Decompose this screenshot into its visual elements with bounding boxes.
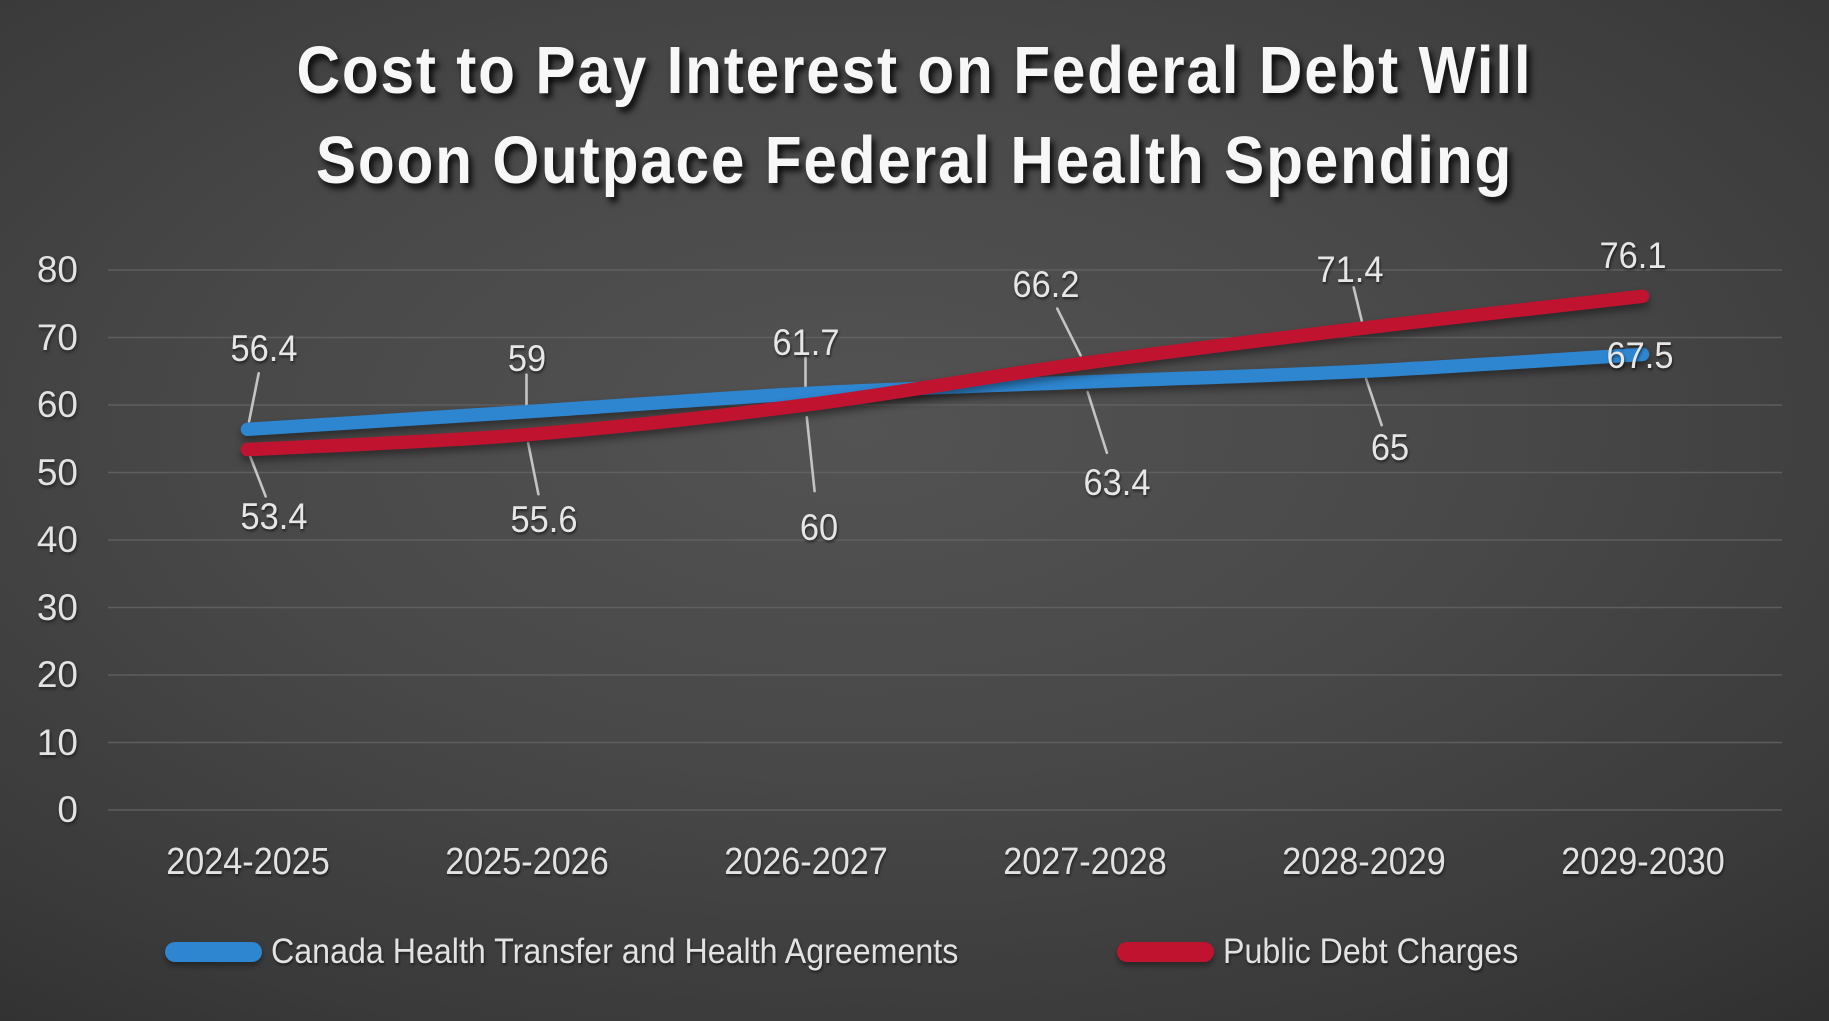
y-axis-tick-20: 20 [36, 654, 78, 695]
data-label-series0-point3: 63.4 [1083, 462, 1150, 504]
legend-item-0: Canada Health Transfer and Health Agreem… [165, 932, 1018, 972]
data-label-series0-point2: 61.7 [772, 321, 839, 363]
data-label-leader [247, 371, 261, 423]
data-label-series1-point3: 66.2 [1012, 264, 1079, 306]
chart-title-line-2: Soon Outpace Federal Health Spending [315, 123, 1514, 198]
y-axis-tick-40: 40 [36, 519, 78, 560]
legend-item-1: Public Debt Charges [1116, 932, 1544, 972]
legend: Canada Health Transfer and Health Agreem… [0, 932, 1829, 972]
data-label-series1-point2: 60 [799, 507, 838, 548]
data-label-series1-point4: 71.4 [1316, 249, 1383, 291]
y-axis-tick-70: 70 [36, 316, 78, 358]
leader-lines-group [247, 286, 1383, 498]
y-axis-tick-80: 80 [36, 249, 78, 290]
legend-swatch-icon [1116, 942, 1214, 962]
x-axis-label-1: 2025-2026 [444, 841, 609, 883]
data-label-leader [526, 441, 540, 496]
series-line-1 [240, 289, 1650, 457]
x-axis-label-3: 2027-2028 [1002, 841, 1167, 883]
x-axis-label-4: 2028-2029 [1281, 841, 1446, 883]
data-label-series0-point4: 65 [1370, 427, 1409, 469]
data-label-series1-point5: 76.1 [1599, 235, 1666, 277]
legend-swatch-icon [165, 942, 263, 962]
x-axis-label-5: 2029-2030 [1560, 841, 1725, 883]
x-axis-label-2: 2026-2027 [723, 841, 888, 883]
data-label-leader [248, 454, 268, 498]
data-label-leader [1086, 390, 1109, 455]
y-axis-tick-50: 50 [36, 451, 78, 493]
data-label-series1-point0: 53.4 [240, 495, 307, 537]
y-axis-tick-60: 60 [36, 384, 78, 425]
data-label-leader [1055, 307, 1082, 357]
data-label-series0-point5: 67.5 [1606, 335, 1673, 377]
data-label-leader [1364, 377, 1383, 427]
legend-label-1: Public Debt Charges [1222, 932, 1518, 971]
chart-title-line-1: Cost to Pay Interest on Federal Debt Wil… [296, 33, 1533, 108]
chart-title: Cost to Pay Interest on Federal Debt Wil… [0, 26, 1829, 206]
data-label-series0-point0: 56.4 [230, 328, 297, 370]
y-axis-tick-30: 30 [36, 586, 78, 628]
series-line-0 [240, 347, 1650, 437]
y-axis-tick-0: 0 [57, 789, 78, 830]
data-label-leader [805, 415, 816, 493]
legend-label-0: Canada Health Transfer and Health Agreem… [271, 932, 959, 971]
y-axis-tick-10: 10 [36, 721, 78, 763]
data-label-series1-point1: 55.6 [510, 498, 577, 540]
gridlines-group [108, 269, 1782, 811]
x-axis-label-0: 2024-2025 [165, 841, 330, 883]
data-label-leader [1352, 286, 1364, 324]
data-label-series0-point1: 59 [507, 337, 546, 379]
